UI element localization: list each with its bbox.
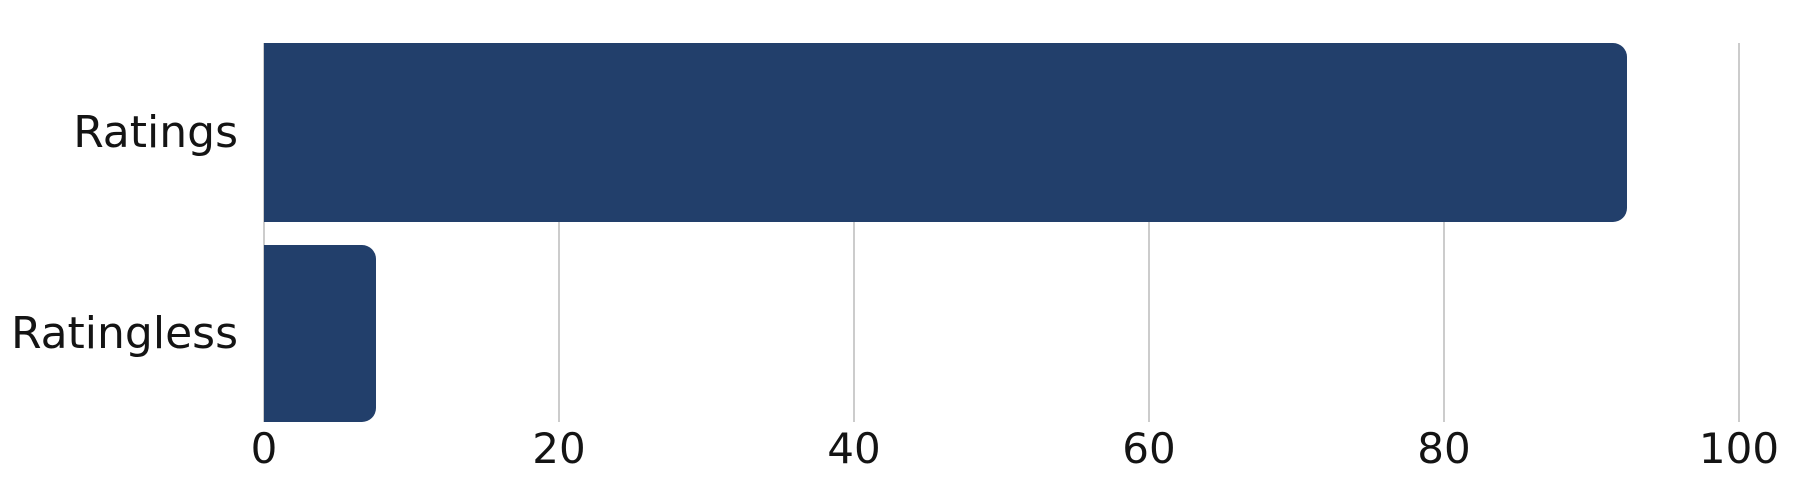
x-tick-label: 20 bbox=[532, 424, 586, 473]
y-axis-label: Ratingless bbox=[10, 307, 238, 359]
gridlines-layer bbox=[263, 43, 1740, 422]
x-tick-label: 100 bbox=[1698, 424, 1780, 473]
grid-line bbox=[1148, 43, 1150, 422]
y-axis-label: Ratings bbox=[73, 106, 238, 158]
grid-line bbox=[558, 43, 560, 422]
x-axis-tick-labels: 0 20 40 60 80 100 bbox=[251, 424, 1779, 488]
x-tick-label: 80 bbox=[1417, 424, 1471, 473]
bar-ratingless bbox=[264, 245, 377, 422]
bar-ratings bbox=[264, 43, 1627, 222]
bars-layer bbox=[264, 43, 1739, 422]
grid-line bbox=[853, 43, 855, 422]
plot-area bbox=[263, 43, 1740, 422]
x-tick-label: 60 bbox=[1122, 424, 1176, 473]
x-tick-label: 0 bbox=[250, 424, 278, 473]
x-tick-label: 40 bbox=[827, 424, 881, 473]
grid-line bbox=[1738, 43, 1740, 422]
grid-line bbox=[1443, 43, 1445, 422]
grid-line bbox=[263, 43, 265, 422]
y-axis-labels: Ratings Ratingless bbox=[0, 43, 238, 422]
